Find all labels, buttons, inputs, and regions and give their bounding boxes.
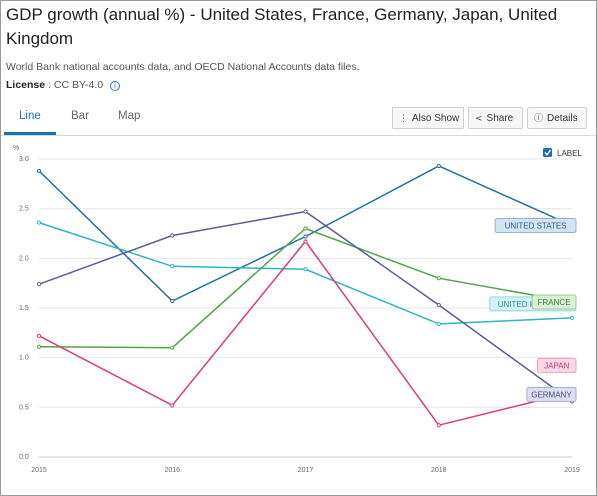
series-label-box: [494, 218, 577, 234]
license-line: License : CC BY-4.0 i: [6, 79, 121, 91]
check-icon: [544, 149, 552, 156]
series-line: [38, 165, 573, 302]
tab-line[interactable]: Line: [19, 110, 41, 122]
y-tick-label: 3.0: [19, 156, 29, 163]
y-tick-label: 2.5: [19, 206, 29, 213]
y-axis-unit: %: [13, 145, 19, 152]
data-point: [303, 234, 308, 239]
x-tick-label: 2017: [298, 467, 314, 474]
x-tick-label: 2019: [564, 467, 580, 474]
data-point: [436, 163, 441, 169]
y-tick-label: 0.5: [19, 404, 29, 411]
series-label: JAPAN: [544, 361, 569, 370]
series-label-box: [526, 386, 577, 402]
series-label: FRANCE: [538, 298, 571, 307]
data-point: [36, 344, 42, 349]
data-point: [36, 333, 42, 338]
data-point: [436, 302, 441, 308]
y-tick-label: 2.0: [19, 255, 29, 262]
license-label: License: [6, 79, 46, 91]
series-label: UNITED STATES: [505, 222, 567, 231]
x-tick-label: 2018: [431, 467, 447, 474]
line-chart: % 0.0 0.5 1.0 1.5 2.0 2.5 3.0 2015 2016 2017 2018 20…: [13, 145, 582, 474]
data-point: [170, 403, 175, 408]
series-label-box: [531, 294, 577, 310]
series-label: GERMANY: [531, 390, 572, 399]
more-vertical-icon: ⋮: [399, 114, 408, 124]
share-button[interactable]: < Share: [468, 107, 523, 129]
x-tick-label: 2015: [31, 467, 47, 474]
data-point: [303, 226, 308, 231]
data-point: [170, 345, 175, 350]
also-show-button[interactable]: ⋮ Also Show: [392, 107, 464, 129]
data-point: [36, 168, 42, 174]
source-note: World Bank national accounts data, and O…: [6, 61, 360, 73]
y-tick-label: 1.5: [19, 305, 29, 312]
tab-bar[interactable]: Bar: [71, 110, 89, 122]
data-point: [436, 276, 441, 281]
data-point: [303, 209, 308, 214]
info-icon[interactable]: i: [110, 81, 121, 91]
series-line: [38, 227, 573, 349]
data-point: [170, 264, 175, 269]
license-value: : CC BY-4.0: [48, 79, 104, 91]
chart-tabs: Line Bar Map: [1, 101, 596, 136]
data-point: [170, 233, 175, 238]
label-checkbox[interactable]: [543, 148, 552, 157]
page-title: GDP growth (annual %) - United States, F…: [6, 5, 558, 48]
info-circle-icon: ⓘ: [534, 114, 544, 124]
series-label-box: [537, 357, 577, 373]
data-point: [569, 315, 575, 321]
data-point: [170, 298, 175, 304]
y-tick-label: 1.0: [19, 355, 29, 362]
share-icon: <: [475, 114, 483, 124]
data-point: [36, 282, 42, 287]
data-point: [436, 423, 441, 428]
data-point: [436, 321, 441, 326]
data-point: [303, 267, 308, 272]
tab-map[interactable]: Map: [118, 110, 141, 122]
label-toggle-text: LABEL: [557, 149, 582, 158]
data-point: [36, 220, 42, 225]
x-tick-label: 2016: [164, 467, 180, 474]
data-point: [303, 239, 308, 244]
also-show-label: Also Show: [412, 113, 460, 124]
share-label: Share: [486, 113, 514, 124]
details-button[interactable]: ⓘ Details: [527, 107, 587, 129]
y-tick-label: 0.0: [19, 454, 29, 461]
active-tab-indicator: [4, 132, 56, 135]
details-label: Details: [547, 113, 578, 124]
